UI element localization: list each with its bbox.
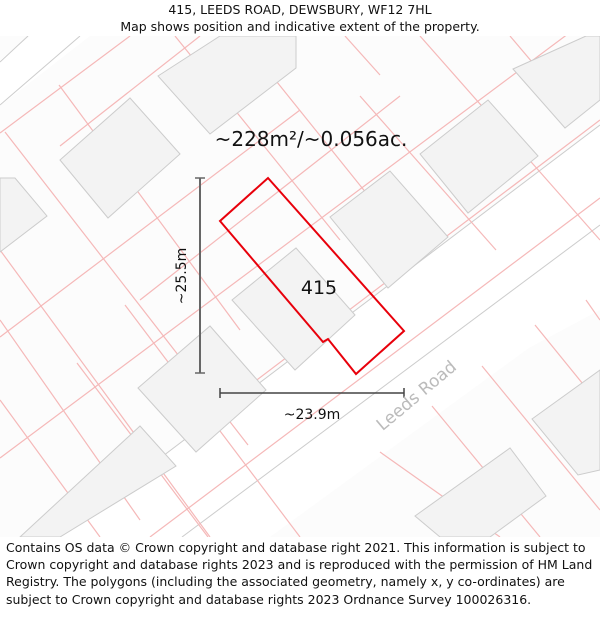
property-boundary[interactable]: [218, 176, 406, 376]
map-canvas[interactable]: ~228m²/~0.056ac. 415 ~25.5m ~23.9m Leeds…: [0, 36, 600, 537]
map-header: 415, LEEDS ROAD, DEWSBURY, WF12 7HL Map …: [0, 0, 600, 37]
plot-number-label: 415: [301, 277, 337, 299]
copyright-attribution: Contains OS data © Crown copyright and d…: [6, 540, 593, 607]
width-measure-bar: [219, 388, 405, 398]
area-label: ~228m²/~0.056ac.: [215, 127, 408, 151]
height-measure-bar: [195, 177, 205, 374]
map-subtitle: Map shows position and indicative extent…: [120, 19, 480, 34]
width-measure-label: ~23.9m: [284, 407, 341, 423]
map-svg: ~228m²/~0.056ac. 415 ~25.5m ~23.9m Leeds…: [0, 36, 600, 537]
property-address: 415, LEEDS ROAD, DEWSBURY, WF12 7HL: [168, 2, 432, 17]
height-measure-label: ~25.5m: [174, 248, 190, 305]
buildings: [0, 36, 600, 537]
